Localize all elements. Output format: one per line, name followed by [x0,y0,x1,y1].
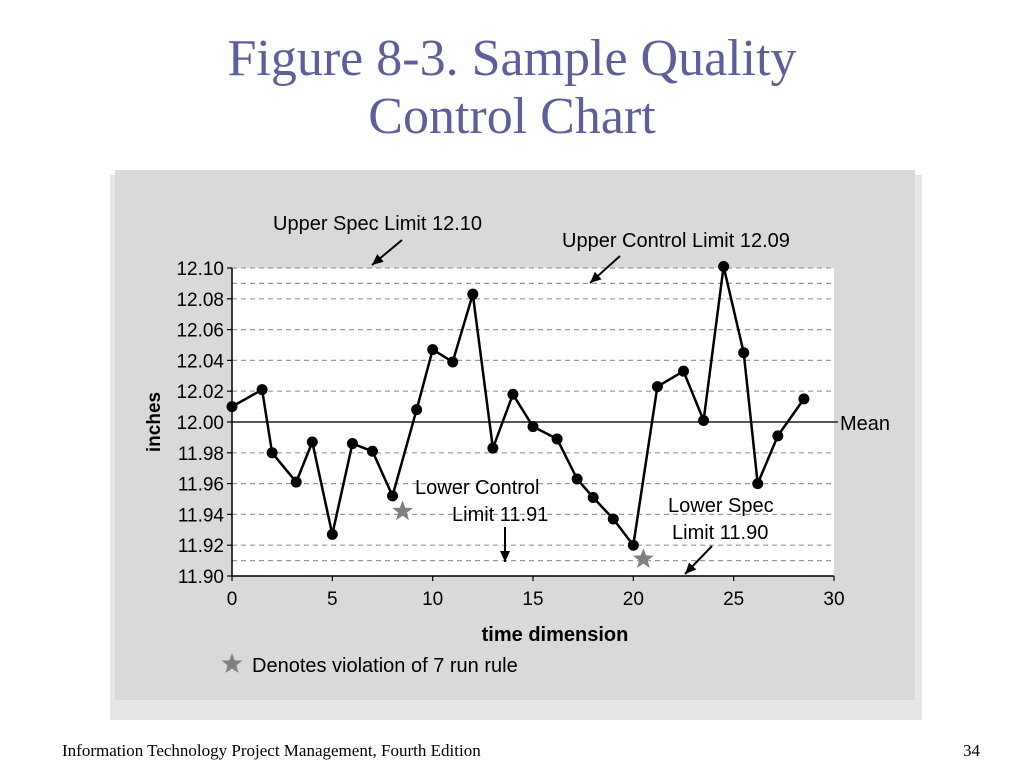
data-point [772,430,784,442]
upper-spec-annotation: Upper Spec Limit 12.10 [273,213,482,235]
upper-spec-arrow-head [372,254,384,265]
y-tick-label: 12.08 [176,290,224,311]
data-point [326,528,338,540]
y-tick-label: 12.06 [176,321,224,342]
data-point [411,404,423,416]
lower-spec-annotation-line-1: Lower Spec [668,495,774,517]
data-point [551,433,563,445]
data-point [387,490,399,502]
data-point [752,478,764,490]
data-point [587,491,599,503]
y-tick-label: 12.02 [176,382,224,403]
violation-star [632,548,654,568]
y-tick-label: 11.90 [178,567,224,588]
data-point [678,365,689,377]
upper-control-arrow-head [590,271,602,283]
slide-title: Figure 8-3. Sample Quality Control Chart [0,30,1024,146]
slide-title-line-2: Control Chart [368,88,656,145]
data-point [366,445,378,457]
legend-text: Denotes violation of 7 run rule [252,655,518,677]
annotations [221,239,713,673]
data-point [290,476,302,488]
data-point [527,421,539,433]
y-tick-label: 11.98 [178,444,224,465]
legend-star [221,653,243,673]
y-tick-label: 11.96 [178,475,224,496]
data-point [487,442,499,454]
y-tick-label: 11.92 [178,536,224,557]
x-tick-label: 25 [723,589,744,610]
data-point [447,356,459,368]
data-point [571,473,583,485]
data-point [226,401,238,413]
data-point [698,414,710,426]
y-tick-label: 12.00 [176,413,224,434]
x-tick-label: 15 [522,589,543,610]
y-tick-label: 11.94 [178,505,225,526]
x-axis-label: time dimension [482,624,629,646]
data-point [306,436,318,448]
data-point [718,260,730,272]
x-tick-label: 30 [823,589,844,610]
data-point [738,347,750,359]
violation-star [392,500,413,521]
lower-control-annotation-line-2: Limit 11.91 [452,504,548,526]
data-point [256,384,268,396]
y-tick-label: 12.04 [176,351,224,372]
data-point [627,539,639,551]
y-tick-label: 12.10 [176,259,224,280]
lower-spec-annotation-line-2: Limit 11.90 [672,522,768,544]
axes: 12.10 12.08 12.06 12.04 12.02 12.00 11.98 11.96… [176,259,844,610]
x-tick-label: 5 [327,589,338,610]
lower-control-arrow-head [500,551,510,562]
mean-annotation: Mean [840,413,890,435]
data-point [266,447,278,459]
footer-text: Information Technology Project Managemen… [62,741,481,760]
data-point [427,344,439,356]
x-tick-label: 10 [422,589,443,610]
lower-spec-arrow-head [685,562,697,574]
data-point [507,388,519,400]
data-point [651,381,663,393]
data-point [798,393,810,405]
x-tick-label: 0 [227,589,238,610]
page-number: 34 [963,741,980,760]
data-point [467,288,479,300]
data-point [346,438,358,450]
upper-control-annotation: Upper Control Limit 12.09 [562,230,790,252]
data-point [607,513,619,525]
lower-control-annotation-line-1: Lower Control [415,477,540,499]
x-tick-label: 20 [623,589,644,610]
slide-title-line-1: Figure 8-3. Sample Quality [227,30,797,87]
data-series [226,260,810,568]
y-axis-label: inches [144,392,165,452]
